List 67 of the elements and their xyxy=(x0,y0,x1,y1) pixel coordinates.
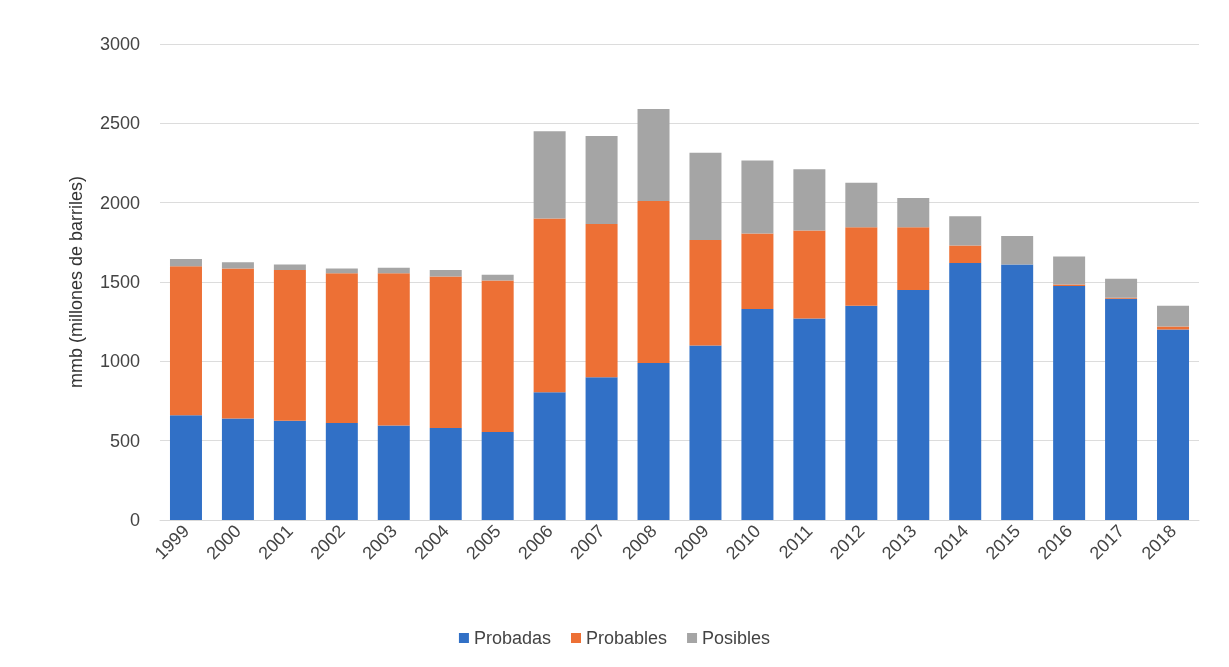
bar xyxy=(637,362,670,520)
bar xyxy=(169,258,202,267)
bar xyxy=(949,262,982,520)
bar xyxy=(481,280,514,432)
bar xyxy=(1105,298,1138,520)
bar xyxy=(533,131,566,219)
y-axis-title: mmb (millones de barriles) xyxy=(66,175,86,389)
bar xyxy=(1157,305,1190,327)
bar xyxy=(1157,326,1190,330)
bar xyxy=(273,264,306,271)
bar xyxy=(481,431,514,520)
bar xyxy=(1157,329,1190,520)
bar xyxy=(377,273,410,426)
bar xyxy=(585,377,618,520)
legend-label: Probadas xyxy=(473,628,551,648)
bar xyxy=(377,267,410,274)
bar xyxy=(533,218,566,393)
bar xyxy=(273,270,306,421)
bar xyxy=(637,201,670,363)
y-tick-label: 2500 xyxy=(99,113,140,134)
bar xyxy=(533,392,566,520)
bar xyxy=(845,305,878,520)
bar xyxy=(221,268,254,419)
bar xyxy=(325,422,358,520)
bar xyxy=(481,274,514,281)
bar xyxy=(689,345,722,520)
bar xyxy=(1001,264,1034,520)
bar xyxy=(897,289,930,520)
bar xyxy=(949,245,982,263)
y-tick-label: 2000 xyxy=(99,192,140,213)
bar xyxy=(221,262,254,269)
bar xyxy=(637,109,670,202)
bar xyxy=(585,136,618,225)
bar xyxy=(169,266,202,416)
y-tick-label: 500 xyxy=(109,430,140,451)
bar xyxy=(273,420,306,520)
y-tick-label: 1500 xyxy=(99,272,140,292)
bar xyxy=(845,182,878,228)
legend-label: Probables xyxy=(585,628,668,648)
bar xyxy=(793,318,826,520)
bar xyxy=(377,425,410,520)
bar xyxy=(897,197,930,228)
bar xyxy=(585,224,618,378)
bar xyxy=(897,227,930,290)
y-tick-label: 3000 xyxy=(99,34,140,54)
bar xyxy=(429,270,462,277)
bar xyxy=(689,152,722,240)
bar xyxy=(325,273,358,423)
bar xyxy=(793,230,826,319)
bar xyxy=(1001,235,1034,265)
y-tick-label: 1000 xyxy=(99,351,140,372)
legend-label: Posibles xyxy=(702,628,771,648)
bar xyxy=(793,169,826,231)
y-tick-label: 0 xyxy=(129,510,140,530)
bar xyxy=(1053,256,1086,285)
bar xyxy=(949,216,982,246)
bar xyxy=(429,427,462,520)
bar xyxy=(741,160,774,234)
bar xyxy=(741,233,774,309)
bar xyxy=(689,239,722,346)
bar xyxy=(169,415,202,520)
bar xyxy=(1053,285,1086,520)
bar xyxy=(741,308,774,520)
bar xyxy=(1105,278,1138,298)
bar xyxy=(429,276,462,428)
bar xyxy=(221,418,254,520)
bar xyxy=(845,227,878,306)
